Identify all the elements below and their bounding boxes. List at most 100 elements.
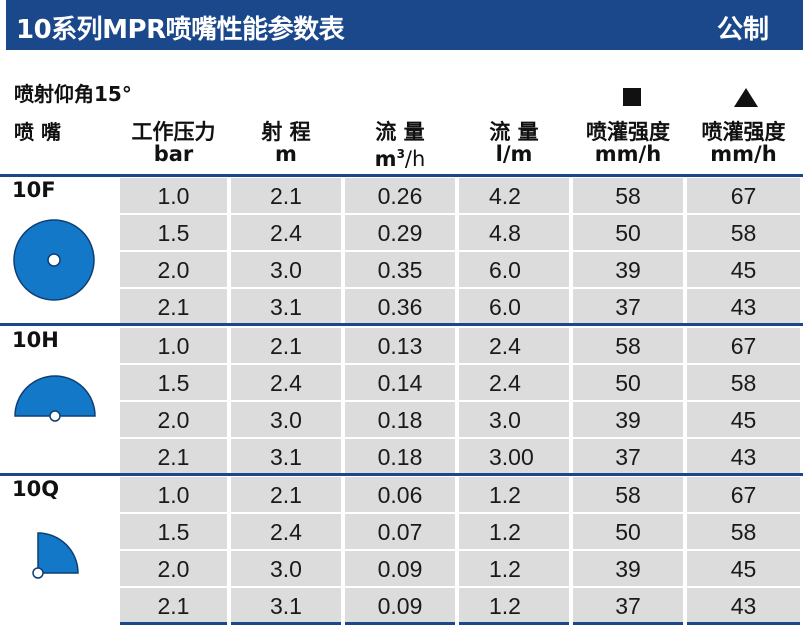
cell-pressure: 2.0	[120, 551, 227, 586]
cell-precip-square: 58	[573, 328, 683, 363]
nozzle-label: 10H	[12, 328, 59, 352]
cell-flow-lm: 4.8	[459, 215, 569, 250]
col-precip-square-name: 喷灌强度	[586, 120, 670, 144]
col-flow-lm: 流 量 l/m	[459, 121, 569, 173]
cell-flow-lm: 6.0	[459, 252, 569, 287]
cell-flow-lm: 2.4	[459, 328, 569, 363]
cell-precip-square: 58	[573, 477, 683, 512]
cell-precip-square: 50	[573, 215, 683, 250]
table-row: 2.1 3.1 0.09 1.2 37 43	[0, 588, 803, 625]
cell-pressure: 2.0	[120, 402, 227, 437]
cell-flow-m3: 0.07	[345, 514, 455, 549]
cell-precip-triangle: 45	[687, 402, 800, 437]
bottom-divider	[120, 622, 227, 625]
cell-radius: 3.0	[231, 402, 341, 437]
col-radius-name: 射 程	[261, 120, 311, 144]
cell-precip-triangle: 67	[687, 328, 800, 363]
col-nozzle: 喷 嘴	[14, 120, 61, 144]
cell-precip-triangle: 43	[687, 289, 800, 324]
cell-flow-lm: 3.00	[459, 439, 569, 474]
cell-precip-triangle: 43	[687, 439, 800, 474]
nozzle-block-10q: 10Q 1.0 2.1 0.06 1.2 58 67 1.5 2.4 0.07 …	[0, 477, 803, 625]
cell-flow-lm: 4.2	[459, 178, 569, 213]
cell-flow-m3: 0.18	[345, 439, 455, 474]
bottom-divider	[459, 622, 569, 625]
table-header-bar: 10系列MPR喷嘴性能参数表 公制	[6, 0, 803, 50]
square-icon	[623, 88, 641, 106]
bottom-divider	[231, 622, 341, 625]
triangle-icon	[734, 88, 758, 107]
col-flow-lm-unit: l/m	[495, 142, 533, 166]
cell-pressure: 1.5	[120, 514, 227, 549]
table-row: 1.0 2.1 0.06 1.2 58 67	[0, 477, 803, 514]
full-circle-pattern-icon	[13, 219, 95, 301]
table-row: 1.5 2.4 0.07 1.2 50 58	[0, 514, 803, 551]
page-title: 10系列MPR喷嘴性能参数表	[16, 15, 345, 45]
col-flow-m3-unit: m3/h	[345, 143, 455, 170]
block-divider	[0, 473, 803, 476]
unit-sup: 3	[396, 147, 405, 161]
col-precip-triangle: 喷灌强度 mm/h	[687, 121, 800, 173]
cell-precip-triangle: 58	[687, 215, 800, 250]
cell-flow-lm: 1.2	[459, 477, 569, 512]
cell-precip-triangle: 45	[687, 252, 800, 287]
cell-precip-triangle: 45	[687, 551, 800, 586]
cell-precip-square: 50	[573, 514, 683, 549]
unit-m: m	[374, 147, 397, 171]
table-row: 2.0 3.0 0.35 6.0 39 45	[0, 252, 803, 289]
cell-flow-m3: 0.09	[345, 551, 455, 586]
cell-pressure: 2.0	[120, 252, 227, 287]
bottom-divider	[345, 622, 455, 625]
nozzle-block-10f: 10F 1.0 2.1 0.26 4.2 58 67 1.5 2.4 0.29 …	[0, 178, 803, 326]
cell-pressure: 1.5	[120, 215, 227, 250]
table-row: 1.5 2.4 0.29 4.8 50 58	[0, 215, 803, 252]
header-divider	[0, 174, 803, 177]
cell-pressure: 2.1	[120, 588, 227, 623]
nozzle-block-10h: 10H 1.0 2.1 0.13 2.4 58 67 1.5 2.4 0.14 …	[0, 328, 803, 476]
cell-flow-m3: 0.09	[345, 588, 455, 623]
cell-radius: 2.1	[231, 328, 341, 363]
bottom-divider	[573, 622, 683, 625]
cell-radius: 3.0	[231, 551, 341, 586]
unit-label: 公制	[716, 15, 769, 45]
nozzle-label: 10Q	[12, 477, 60, 501]
table-row: 2.0 3.0 0.18 3.0 39 45	[0, 402, 803, 439]
cell-flow-lm: 1.2	[459, 514, 569, 549]
cell-flow-m3: 0.06	[345, 477, 455, 512]
cell-flow-m3: 0.35	[345, 252, 455, 287]
cell-precip-square: 37	[573, 289, 683, 324]
cell-precip-square: 37	[573, 588, 683, 623]
angle-subtitle: 喷射仰角15°	[14, 82, 132, 106]
col-precip-triangle-name: 喷灌强度	[701, 120, 786, 144]
col-radius: 射 程 m	[231, 121, 341, 173]
cell-flow-m3: 0.13	[345, 328, 455, 363]
cell-precip-triangle: 67	[687, 178, 800, 213]
block-divider	[0, 323, 803, 326]
cell-flow-lm: 2.4	[459, 365, 569, 400]
col-precip-square: 喷灌强度 mm/h	[573, 121, 683, 173]
cell-precip-triangle: 58	[687, 514, 800, 549]
cell-radius: 2.4	[231, 215, 341, 250]
cell-radius: 2.4	[231, 514, 341, 549]
table-row: 2.1 3.1 0.18 3.00 37 43	[0, 439, 803, 476]
table-row: 2.0 3.0 0.09 1.2 39 45	[0, 551, 803, 588]
cell-flow-lm: 1.2	[459, 588, 569, 623]
cell-precip-square: 39	[573, 551, 683, 586]
cell-pressure: 1.0	[120, 178, 227, 213]
cell-pressure: 2.1	[120, 439, 227, 474]
cell-precip-square: 58	[573, 178, 683, 213]
unit-per-h: /h	[404, 147, 426, 171]
cell-precip-triangle: 58	[687, 365, 800, 400]
cell-pressure: 2.1	[120, 289, 227, 324]
col-precip-square-unit: mm/h	[594, 142, 662, 166]
table-row: 2.1 3.1 0.36 6.0 37 43	[0, 289, 803, 326]
cell-flow-m3: 0.36	[345, 289, 455, 324]
cell-flow-lm: 6.0	[459, 289, 569, 324]
cell-pressure: 1.0	[120, 477, 227, 512]
cell-radius: 3.1	[231, 588, 341, 623]
col-pressure-unit: bar	[153, 142, 194, 166]
cell-radius: 3.1	[231, 289, 341, 324]
bottom-divider	[687, 622, 800, 625]
col-flow-lm-name: 流 量	[489, 120, 539, 144]
cell-radius: 2.1	[231, 477, 341, 512]
